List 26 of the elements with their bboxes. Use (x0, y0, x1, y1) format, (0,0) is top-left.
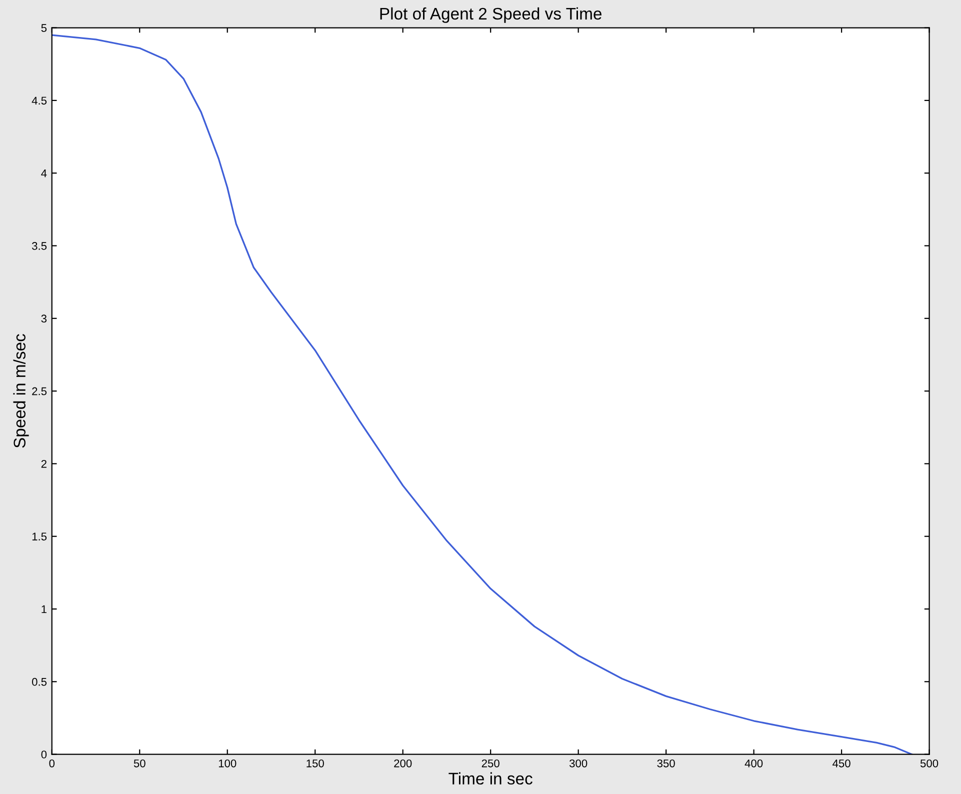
y-tick-label: 0 (41, 750, 47, 758)
y-tick-label: 1.5 (32, 532, 47, 540)
y-tick-label: 0.5 (32, 678, 47, 686)
chart-title: Plot of Agent 2 Speed vs Time (380, 7, 602, 23)
x-tick-label: 0 (49, 759, 55, 768)
y-tick-label: 1 (42, 605, 46, 614)
y-tick-label: 2.5 (32, 387, 47, 396)
x-tick-label: 100 (218, 759, 236, 768)
x-tick-label: 450 (832, 759, 850, 768)
x-tick-label: 500 (920, 759, 938, 768)
x-tick-label: 250 (482, 759, 500, 768)
y-tick-label: 3.5 (32, 242, 47, 250)
line-series (52, 34, 913, 754)
x-tick-label: 50 (134, 759, 146, 768)
y-tick-label: 5 (41, 24, 47, 32)
x-tick-label: 350 (657, 759, 675, 768)
x-axis-title: Time in sec (448, 772, 532, 785)
y-tick-label: 4.5 (32, 96, 47, 105)
y-axis-title: Speed in m/sec (13, 334, 29, 448)
y-tick-label: 2 (41, 460, 46, 468)
x-tick-label: 150 (306, 759, 324, 768)
x-tick-label: 300 (569, 759, 588, 768)
x-tick-label: 200 (394, 759, 412, 768)
x-tick-label: 400 (744, 759, 763, 768)
y-tick-label: 4 (41, 169, 47, 178)
y-tick-label: 3 (41, 314, 47, 323)
